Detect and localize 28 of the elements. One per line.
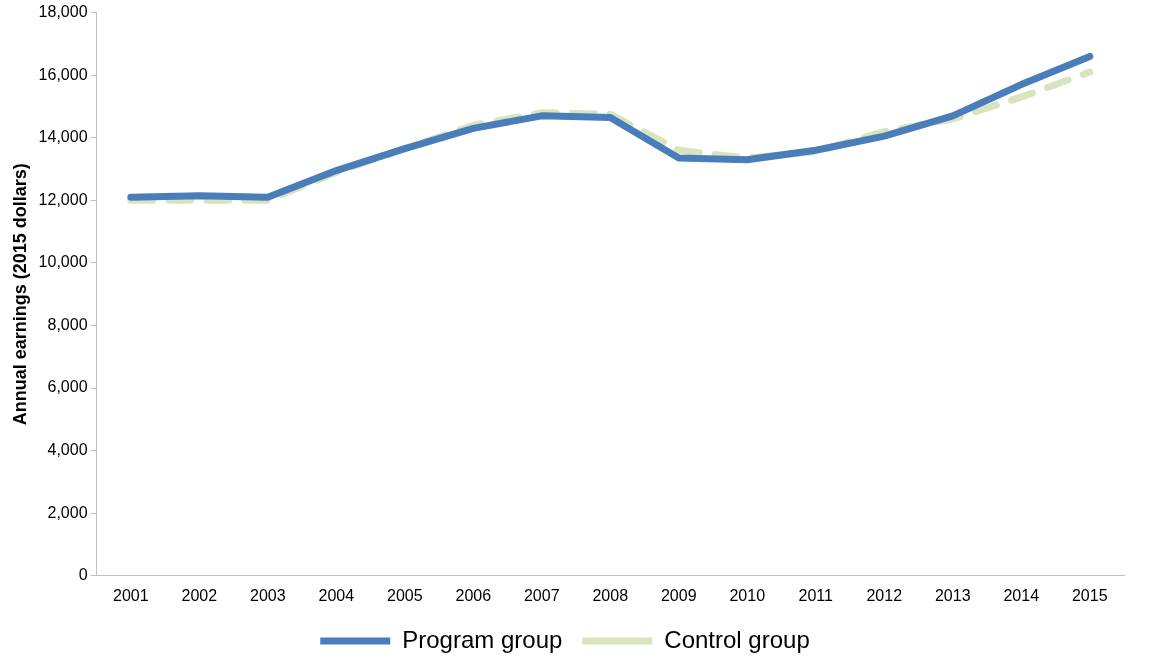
x-tick-label: 2013 [934, 586, 971, 604]
x-tick-label: 2003 [249, 586, 286, 604]
y-tick-label: 8,000 [47, 315, 88, 333]
x-tick-label: 2008 [592, 586, 629, 604]
x-tick-label: 2012 [866, 586, 903, 604]
legend-label: Program group [402, 625, 563, 653]
x-tick-label: 2005 [386, 586, 423, 604]
y-tick-label: 2,000 [47, 503, 88, 521]
x-tick-label: 2007 [523, 586, 560, 604]
x-tick-label: 2009 [660, 586, 697, 604]
x-tick-label: 2006 [455, 586, 492, 604]
legend-label: Control group [664, 625, 810, 653]
y-tick-label: 10,000 [38, 253, 88, 271]
y-tick-label: 0 [78, 566, 88, 584]
x-tick-label: 2011 [798, 586, 834, 604]
y-tick-label: 6,000 [47, 378, 88, 396]
x-tick-label: 2004 [318, 586, 355, 604]
y-tick-label: 18,000 [38, 3, 88, 21]
y-tick-label: 16,000 [38, 65, 88, 83]
y-tick-label: 12,000 [38, 190, 88, 208]
x-tick-label: 2014 [1003, 586, 1040, 604]
y-axis-title: Annual earnings (2015 dollars) [9, 163, 30, 426]
x-tick-label: 2015 [1071, 586, 1108, 604]
x-tick-label: 2010 [729, 586, 766, 604]
x-tick-label: 2002 [181, 586, 218, 604]
x-tick-label: 2001 [112, 586, 149, 604]
y-tick-label: 14,000 [38, 128, 88, 146]
y-tick-label: 4,000 [47, 441, 88, 459]
